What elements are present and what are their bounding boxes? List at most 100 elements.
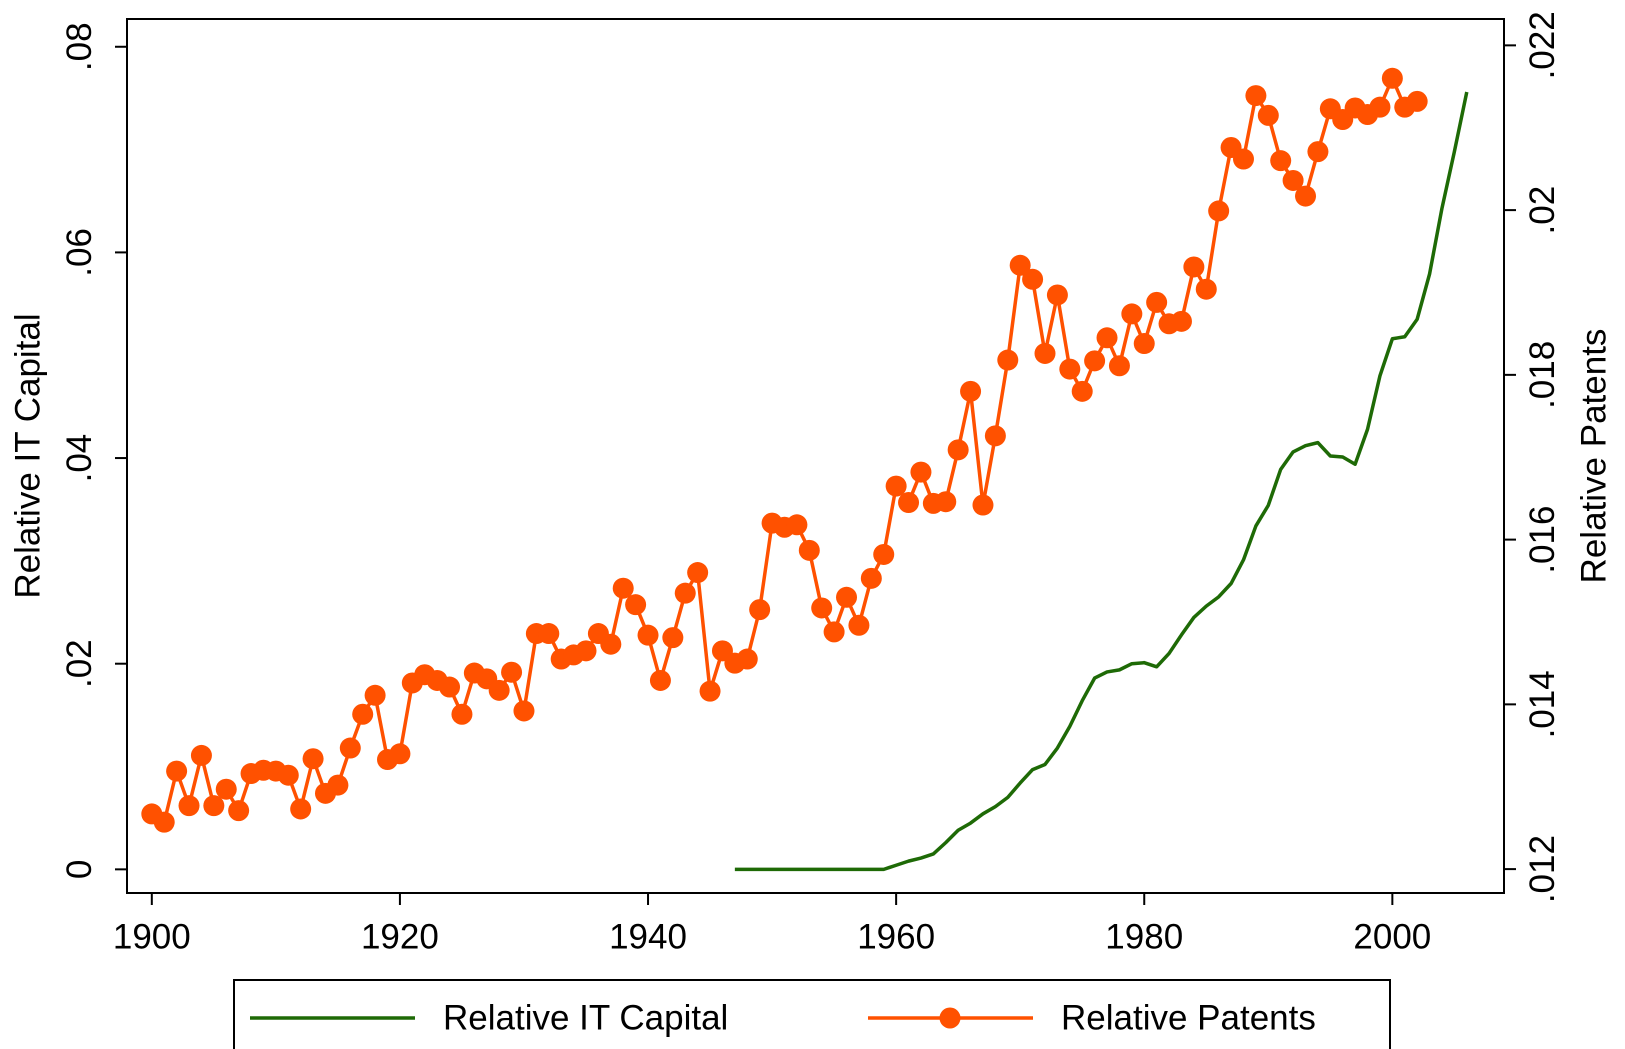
y-tick-label: .06	[60, 228, 99, 277]
marker	[786, 514, 808, 536]
marker	[848, 614, 870, 636]
y2-axis-title: Relative Patents	[1574, 329, 1613, 584]
y-tick-label: .02	[60, 639, 99, 688]
marker	[290, 798, 312, 820]
marker	[513, 700, 535, 722]
marker	[612, 577, 634, 599]
y-tick-label: 0	[60, 860, 99, 879]
marker	[228, 800, 250, 822]
marker	[1282, 169, 1304, 191]
x-tick-label: 2000	[1353, 917, 1431, 956]
legend-label: Relative Patents	[1061, 998, 1316, 1037]
marker	[1096, 327, 1118, 349]
marker	[649, 669, 671, 691]
marker	[1270, 150, 1292, 172]
y2-tick-label: .022	[1523, 11, 1562, 79]
y2-tick-label: .016	[1523, 506, 1562, 574]
marker	[1369, 96, 1391, 118]
y-tick-label: .08	[60, 22, 99, 71]
marker	[600, 633, 622, 655]
marker	[215, 778, 237, 800]
marker	[488, 679, 510, 701]
marker	[1295, 185, 1317, 207]
marker	[439, 676, 461, 698]
marker	[898, 492, 920, 514]
marker	[749, 599, 771, 621]
x-tick-label: 1980	[1105, 917, 1183, 956]
marker	[1034, 342, 1056, 364]
marker	[575, 640, 597, 662]
marker	[625, 594, 647, 616]
marker	[947, 439, 969, 461]
marker	[364, 684, 386, 706]
x-tick-label: 1920	[361, 917, 439, 956]
marker	[873, 543, 895, 565]
marker	[1195, 278, 1217, 300]
legend-marker	[939, 1007, 961, 1029]
marker	[277, 764, 299, 786]
marker	[1022, 268, 1044, 290]
plot-frame	[126, 18, 1505, 894]
marker	[339, 737, 361, 759]
marker	[1146, 291, 1168, 313]
marker	[823, 621, 845, 643]
marker	[1232, 148, 1254, 170]
x-tick-label: 1900	[113, 917, 191, 956]
marker	[501, 661, 523, 683]
marker	[203, 795, 225, 817]
marker	[1009, 254, 1031, 276]
marker	[885, 475, 907, 497]
marker	[637, 624, 659, 646]
marker	[1071, 380, 1093, 402]
series-line	[150, 76, 1418, 824]
y-axis-title: Relative IT Capital	[8, 313, 47, 598]
legend-label: Relative IT Capital	[443, 998, 728, 1037]
marker	[1406, 90, 1428, 112]
marker	[1046, 284, 1068, 306]
marker	[1183, 256, 1205, 278]
marker	[352, 703, 374, 725]
marker	[1245, 85, 1267, 107]
marker	[935, 491, 957, 513]
marker	[302, 748, 324, 770]
y2-tick-label: .012	[1523, 835, 1562, 903]
marker	[1381, 67, 1403, 89]
marker	[166, 760, 188, 782]
x-tick-label: 1960	[857, 917, 935, 956]
marker	[997, 349, 1019, 371]
marker	[674, 582, 696, 604]
x-tick-label: 1940	[609, 917, 687, 956]
y-tick-label: .04	[60, 434, 99, 483]
marker	[984, 425, 1006, 447]
y2-tick-label: .02	[1523, 186, 1562, 235]
marker	[687, 562, 709, 584]
marker	[1084, 350, 1106, 372]
marker	[836, 586, 858, 608]
marker	[153, 811, 175, 833]
marker	[1208, 200, 1230, 222]
marker	[1307, 141, 1329, 163]
marker	[972, 494, 994, 516]
marker	[1257, 104, 1279, 126]
y2-tick-label: .018	[1523, 341, 1562, 409]
marker	[1108, 355, 1130, 377]
marker	[811, 597, 833, 619]
marker	[1133, 333, 1155, 355]
marker	[736, 648, 758, 670]
legend-box	[233, 979, 1391, 1049]
marker	[1121, 303, 1143, 325]
marker	[699, 680, 721, 702]
marker	[1170, 310, 1192, 332]
marker	[798, 539, 820, 561]
marker	[389, 743, 411, 765]
marker	[960, 380, 982, 402]
marker	[1059, 358, 1081, 380]
marker	[190, 744, 212, 766]
marker	[327, 774, 349, 796]
y2-tick-label: .014	[1523, 670, 1562, 738]
marker	[910, 461, 932, 483]
marker	[451, 703, 473, 725]
series-line	[734, 91, 1469, 872]
